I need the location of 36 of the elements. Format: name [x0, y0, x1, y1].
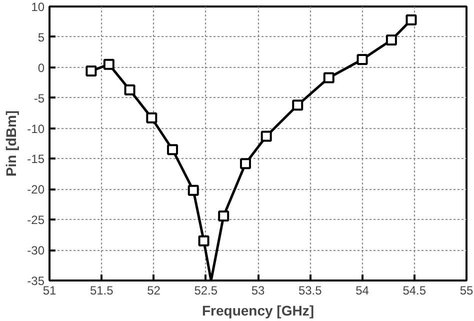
point — [356, 54, 368, 65]
y-tick-label: -15 — [27, 152, 45, 166]
point — [103, 58, 114, 70]
x-tick-label: 52 — [147, 284, 161, 298]
x-tick-label: 55 — [460, 284, 474, 298]
point — [406, 14, 417, 26]
x-tick-label: 53.5 — [298, 284, 322, 298]
y-tick-label: -25 — [27, 213, 45, 228]
y-tick-label: 5 — [38, 30, 45, 44]
point — [167, 144, 178, 156]
point — [198, 235, 210, 246]
x-tick-label: 52.5 — [194, 284, 218, 298]
y-tick-label: -30 — [27, 244, 45, 258]
x-tick-label: 54 — [356, 284, 370, 298]
point — [146, 112, 158, 124]
point — [386, 34, 397, 46]
point — [86, 66, 97, 77]
point — [124, 84, 136, 96]
y-tick-label: -35 — [27, 274, 45, 288]
x-axis-title: Frequency [GHz] — [202, 302, 314, 318]
point — [240, 158, 251, 170]
y-tick-label: 10 — [31, 0, 45, 14]
x-tick-label: 54.5 — [402, 284, 426, 298]
y-tick-label: 0 — [38, 60, 45, 75]
point — [218, 210, 230, 222]
x-tick-label: 53 — [251, 284, 265, 298]
point — [260, 130, 272, 142]
y-tick-label: -10 — [27, 122, 45, 136]
x-tick-label: 51 — [42, 284, 56, 298]
y-tick-label: -5 — [34, 91, 45, 106]
y-axis-title: Pin [dBm] — [3, 110, 20, 177]
point — [323, 72, 334, 84]
y-tick-label: -20 — [27, 182, 45, 197]
x-tick-label: 51.5 — [90, 284, 114, 298]
point — [292, 100, 304, 111]
point — [188, 184, 199, 196]
